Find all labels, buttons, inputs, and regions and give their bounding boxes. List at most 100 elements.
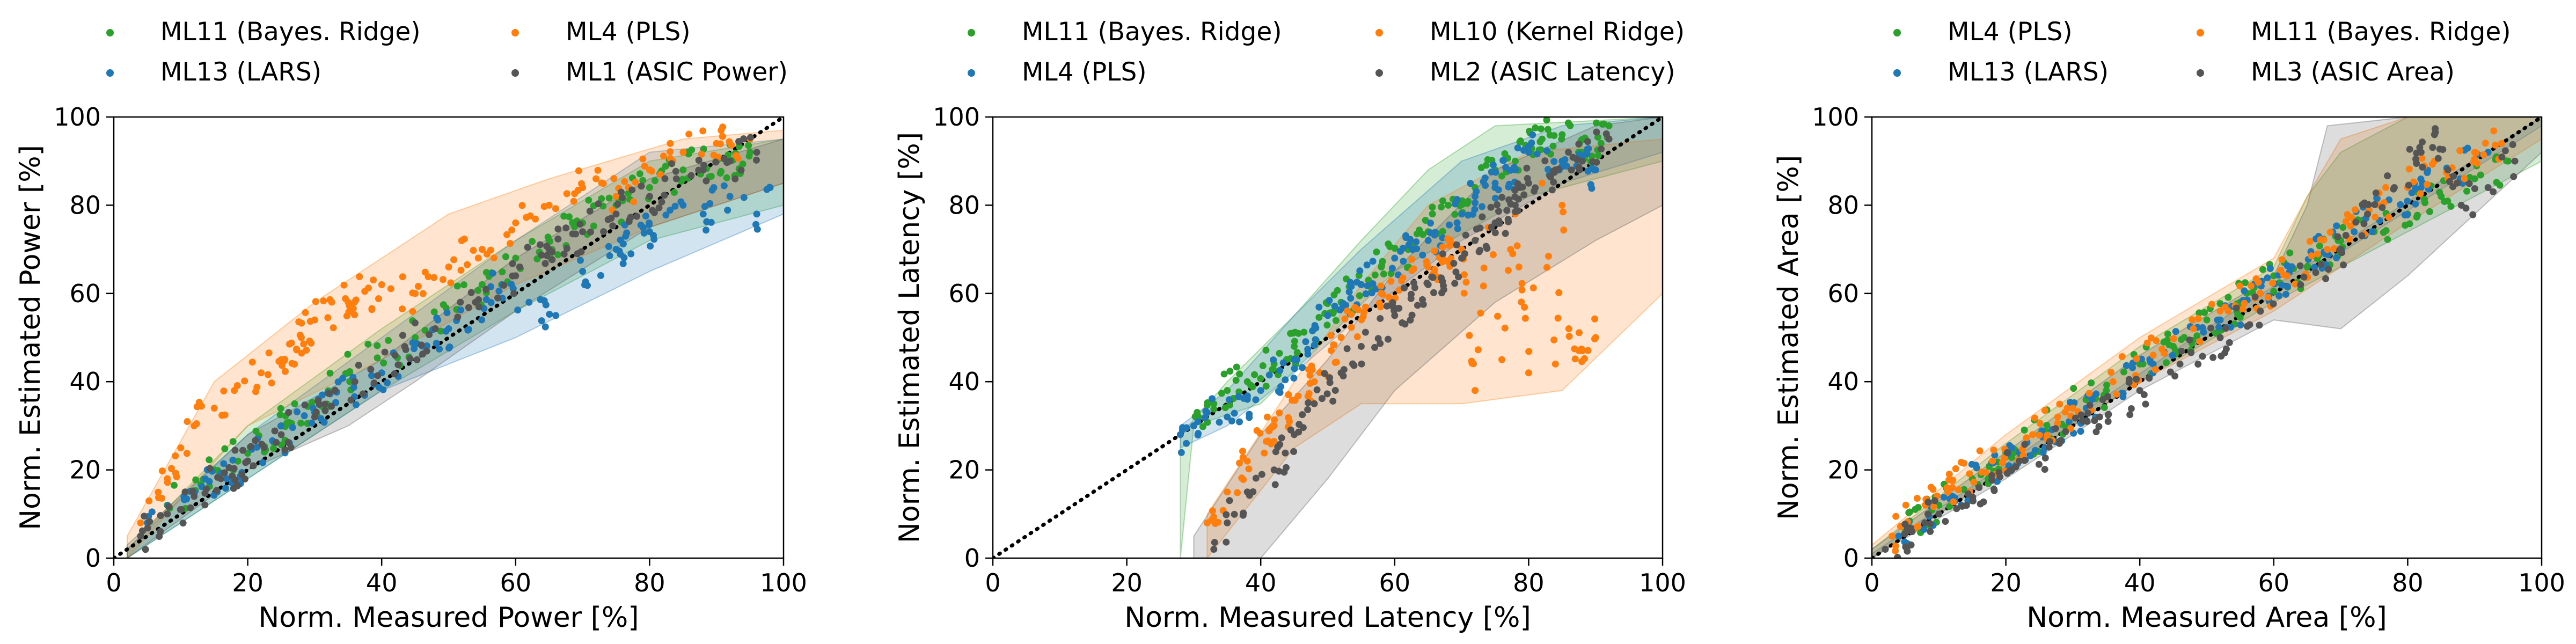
data-point [516,263,523,270]
data-point [605,243,612,250]
data-point [1331,386,1339,394]
data-point [604,216,612,223]
data-point [300,340,308,348]
data-point [2259,266,2266,273]
data-point [1395,304,1403,312]
x-tick-label: 0 [1864,568,1879,597]
data-point [1183,440,1190,447]
data-point [685,130,693,138]
data-point [1569,153,1577,161]
data-point [2170,335,2177,342]
data-point [1561,156,1569,164]
data-point [1280,469,1288,476]
data-point [414,282,422,290]
data-point [1291,342,1298,350]
data-point [633,213,641,220]
data-point [359,390,367,398]
data-point [2275,292,2283,299]
data-point [164,510,171,518]
data-point [1529,284,1537,291]
data-point [1231,409,1238,417]
data-point [1927,520,1934,528]
data-point [712,158,720,166]
data-point [2477,171,2484,179]
data-point [229,438,237,445]
data-point [361,288,369,295]
data-point [2503,157,2511,165]
data-point [375,384,383,391]
data-point [351,378,358,385]
data-point [2316,242,2323,250]
data-point [436,345,443,353]
y-tick-label: 20 [69,456,101,485]
data-point [1989,457,1996,465]
data-point [1518,286,1526,294]
data-point [641,163,648,170]
data-point [1472,199,1479,207]
data-point [1439,234,1446,241]
data-point [1472,237,1479,244]
data-point [1494,312,1502,320]
data-point [698,151,705,158]
data-point [2196,309,2203,317]
data-point [1543,264,1550,271]
data-point [1221,404,1229,412]
data-point [1210,405,1218,413]
data-point [1990,447,1997,454]
data-point [1489,251,1497,259]
data-point [2412,185,2419,193]
data-point [326,369,334,377]
chart-panel: 0 20 40 60 80 100 0 20 40 60 80 100 Norm. Measured A… [1773,17,2565,634]
data-point [1473,225,1480,233]
data-point [548,248,556,255]
legend-label: ML4 (PLS) [1948,17,2073,47]
data-point [2045,443,2053,451]
data-point [2510,173,2518,180]
x-tick-label: 100 [1639,568,1686,597]
data-point [1270,356,1277,364]
data-point [1519,184,1526,191]
data-point [2209,354,2217,361]
data-point [1538,179,1546,187]
data-point [2027,452,2035,459]
data-point [2434,155,2442,162]
data-point [1383,302,1391,310]
data-point [238,471,246,478]
legend-label: ML10 (Kernel Ridge) [1430,17,1685,47]
data-point [1414,302,1421,309]
data-point [2070,385,2077,392]
data-point [2031,414,2038,422]
data-point [1411,284,1418,291]
data-point [672,167,679,175]
data-point [2372,189,2380,197]
data-point [667,207,674,214]
data-point [351,311,358,318]
data-point [2127,405,2135,412]
data-point [2023,434,2030,442]
data-point [2266,265,2274,272]
data-point [2342,231,2350,239]
data-point [1264,437,1272,445]
data-point [1492,169,1499,176]
data-point [1952,465,1959,472]
legend-marker [106,29,114,36]
data-point [1445,201,1452,209]
data-point [1257,375,1264,382]
data-point [1520,147,1527,154]
data-point [1357,342,1365,350]
data-point [1282,376,1289,384]
data-point [1550,178,1557,186]
data-point [474,254,482,262]
data-point [576,257,584,264]
data-point [579,268,587,275]
data-point [1480,264,1488,272]
x-axis-label: Norm. Measured Latency [%] [1124,602,1531,634]
x-tick-label: 20 [232,568,264,597]
data-point [368,372,376,379]
data-point [2003,449,2011,456]
data-point [1544,166,1552,173]
data-point [2382,184,2389,191]
data-point [1413,238,1420,246]
data-point [619,260,627,267]
data-point [753,149,760,156]
